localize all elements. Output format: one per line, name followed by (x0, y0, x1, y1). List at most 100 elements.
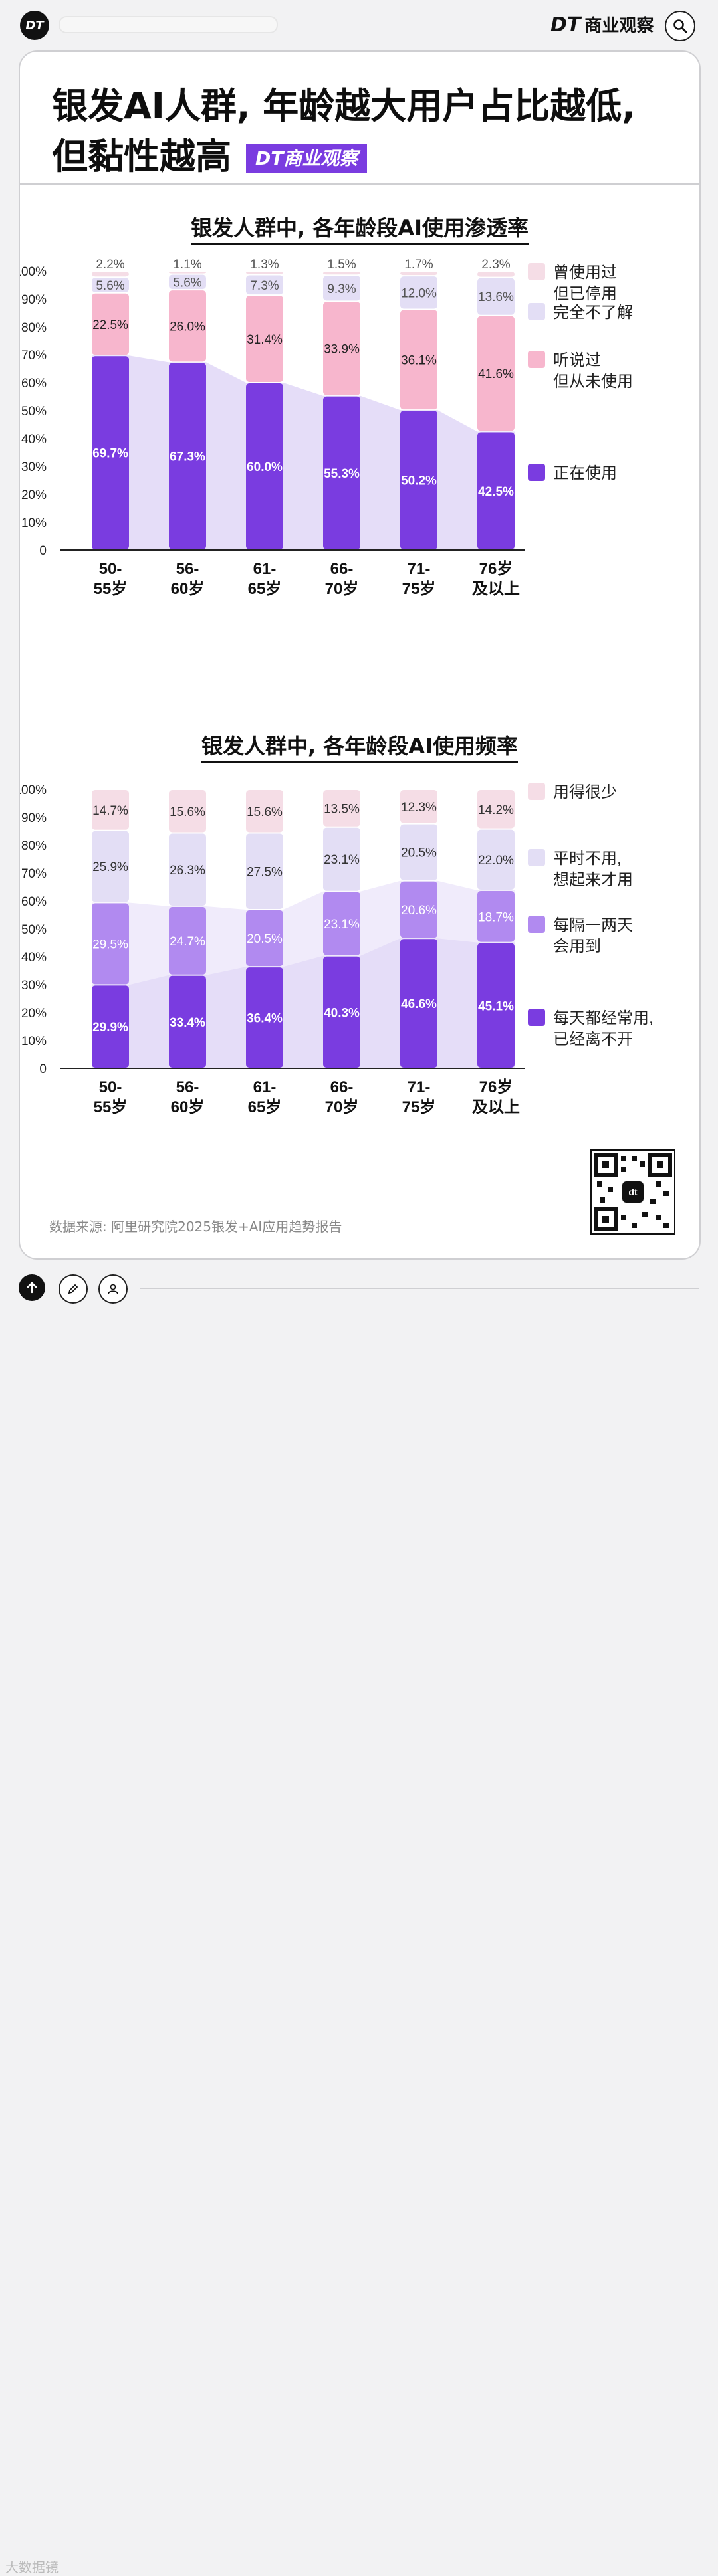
c2-bar-1-3 (323, 892, 360, 955)
c2-bar-3-0 (92, 790, 129, 830)
data-source: 数据来源: 阿里研究院2025银发+AI应用趋势报告 (49, 1219, 342, 1235)
c2-bar-0-2 (246, 967, 283, 1068)
c1-trend-area-0 (92, 355, 515, 550)
search-button[interactable] (665, 11, 695, 41)
c1-ytick-8: 80% (21, 321, 47, 335)
c2-ytick-1: 10% (21, 1035, 47, 1048)
title-divider (20, 183, 699, 185)
c2-legend-label-0-1: 已经离不开 (553, 1031, 633, 1048)
c1-category-2-0: 61- (253, 560, 277, 578)
c2-legend-label-1-1: 会用到 (553, 938, 601, 955)
c1-category-0-1: 55岁 (94, 579, 128, 598)
frequency-chart: 0 10% 20% 30% 40% 50% 60% 70% 80% 90% 100% 29.9% 29.… (20, 783, 654, 1116)
edit-button[interactable] (59, 1274, 88, 1304)
c2-bar-0-3 (323, 956, 360, 1068)
c2-category-3-1: 70岁 (325, 1098, 359, 1116)
c1-bar-1-4 (400, 310, 437, 410)
c2-category-2-0: 61- (253, 1078, 277, 1096)
c1-category-1-0: 56- (176, 560, 199, 578)
c2-ytick-10: 100% (20, 783, 47, 797)
search-pill[interactable] (59, 16, 278, 33)
c1-legend-swatch-0 (528, 464, 545, 481)
scroll-top-button[interactable] (19, 1274, 45, 1301)
c2-ytick-3: 30% (21, 979, 47, 993)
c1-label-1-5: 41.6% (478, 367, 514, 381)
c2-ytick-9: 90% (21, 811, 47, 825)
c2-label-1-5: 18.7% (478, 910, 514, 924)
c1-label-0-2: 60.0% (247, 460, 283, 474)
c2-bar-1-4 (400, 881, 437, 938)
c2-bar-1-5 (477, 891, 515, 942)
c1-label-0-0: 69.7% (92, 447, 128, 461)
c2-legend-label-2-1: 想起来才用 (553, 871, 633, 889)
c2-label-3-5: 14.2% (478, 803, 514, 817)
c1-ytick-7: 70% (21, 349, 47, 363)
c1-bar-0-5 (477, 432, 515, 549)
c2-label-2-3: 23.1% (324, 853, 360, 867)
c1-label-2-5: 13.6% (478, 290, 514, 304)
c1-bar-1-3 (323, 302, 360, 395)
c2-label-2-4: 20.5% (401, 846, 437, 860)
c1-label-1-4: 36.1% (401, 353, 437, 367)
c2-ytick-6: 60% (21, 895, 47, 909)
c1-bar-0-2 (246, 383, 283, 549)
c1-label-2-1: 5.6% (173, 276, 201, 290)
profile-button[interactable] (98, 1274, 128, 1304)
c2-ytick-5: 50% (21, 923, 47, 937)
c1-legend-label-0-0: 正在使用 (553, 464, 617, 482)
c1-bar-2-2 (246, 275, 283, 295)
c2-ytick-0: 0 (39, 1062, 47, 1076)
c1-label-0-4: 50.2% (401, 474, 437, 488)
c2-bar-2-5 (477, 829, 515, 890)
dt-logo[interactable]: DT (20, 11, 49, 40)
c2-category-5-1: 及以上 (472, 1098, 520, 1116)
c2-label-1-4: 20.6% (401, 904, 437, 918)
c2-bar-0-5 (477, 943, 515, 1068)
c1-ytick-4: 40% (21, 433, 47, 446)
qr-code[interactable]: dt (590, 1149, 675, 1235)
c1-category-5-1: 及以上 (472, 580, 520, 598)
c1-legend-label-1-1: 但从未使用 (553, 373, 633, 391)
c1-bar-1-1 (169, 290, 206, 362)
page-title: 银发AI人群, 年龄越大用户占比越低, 但黏性越高 DT商业观察 (52, 81, 636, 182)
c1-category-5-0: 76岁 (479, 559, 513, 578)
c1-label-2-2: 7.3% (250, 279, 279, 293)
pencil-icon (68, 1284, 78, 1294)
c1-label-2-4: 12.0% (401, 286, 437, 300)
c2-bar-0-4 (400, 939, 437, 1068)
c2-bar-0-1 (169, 975, 206, 1068)
c1-category-4-0: 71- (408, 560, 431, 578)
c2-label-1-1: 24.7% (170, 935, 205, 949)
c1-bar-3-4 (400, 272, 437, 276)
c2-label-3-2: 15.6% (247, 805, 283, 819)
c1-bar-3-0 (92, 272, 129, 277)
c2-label-3-0: 14.7% (92, 804, 128, 818)
c2-label-1-3: 23.1% (324, 918, 360, 932)
c1-bar-1-0 (92, 293, 129, 355)
c1-label-1-1: 26.0% (170, 320, 205, 334)
c1-label-1-0: 22.5% (92, 318, 128, 332)
c1-bar-1-2 (246, 296, 283, 382)
c1-category-2-1: 65岁 (248, 579, 282, 598)
c1-label-3-1: 1.1% (173, 258, 201, 272)
c1-label-3-5: 2.3% (481, 258, 510, 272)
c2-legend-swatch-0 (528, 1009, 545, 1026)
brand-tag: DT商业观察 (246, 144, 368, 174)
c1-ytick-6: 60% (21, 377, 47, 391)
c1-bar-0-0 (92, 356, 129, 549)
c1-bar-2-1 (169, 274, 206, 290)
c2-label-3-1: 15.6% (170, 805, 205, 819)
c1-legend-label-1-0: 听说过 (553, 351, 601, 369)
c1-ytick-1: 10% (21, 516, 47, 530)
c1-label-0-5: 42.5% (478, 485, 514, 499)
c2-legend-label-3-0: 用得很少 (553, 783, 617, 801)
c2-category-4-1: 75岁 (402, 1098, 436, 1116)
c2-category-4-0: 71- (408, 1078, 431, 1096)
c2-bar-2-0 (92, 831, 129, 902)
c2-bar-1-1 (169, 906, 206, 975)
c2-ytick-7: 70% (21, 867, 47, 881)
chart2-title: 银发人群中, 各年龄段AI使用频率 (20, 730, 699, 763)
c2-label-0-5: 45.1% (478, 999, 514, 1013)
c1-label-1-2: 31.4% (247, 333, 283, 347)
c2-bar-3-3 (323, 790, 360, 827)
